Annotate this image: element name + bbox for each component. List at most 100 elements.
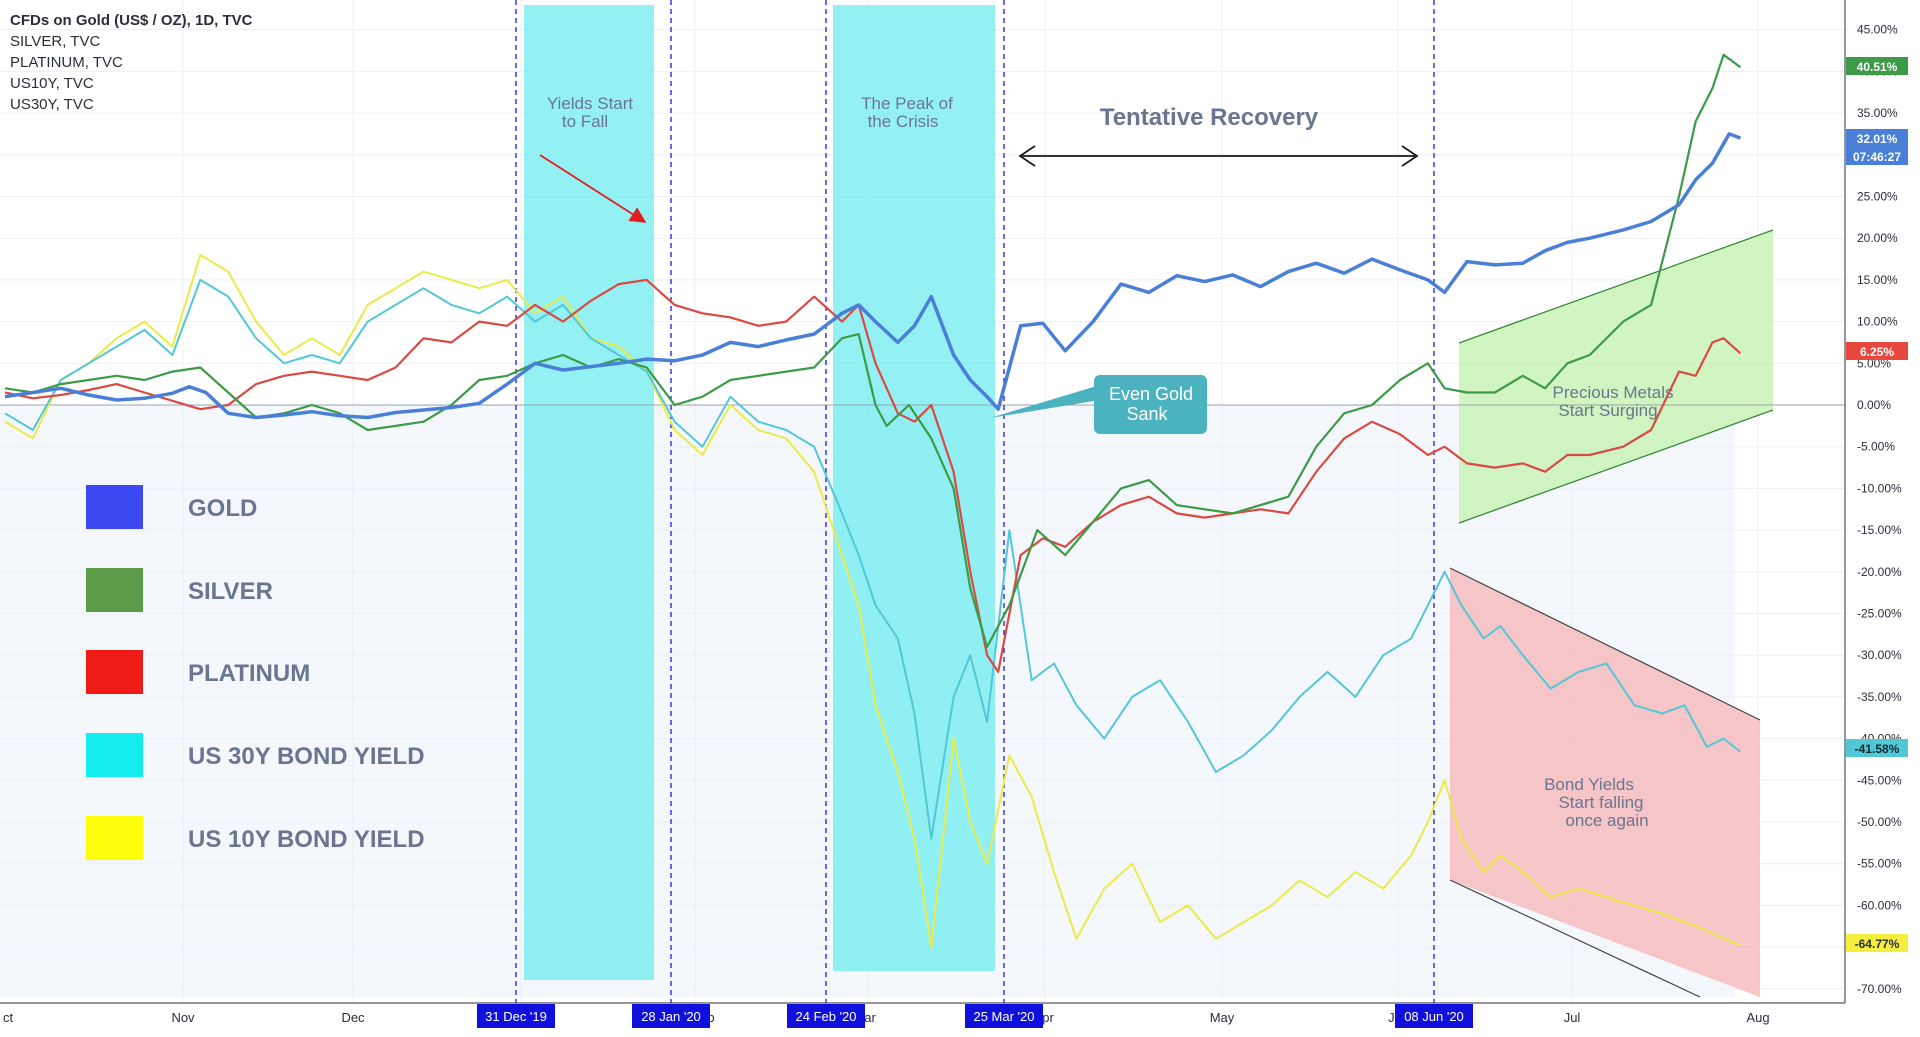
- green-channel-top: [1458, 229, 1774, 344]
- compare-symbol-3: US10Y, TVC: [10, 75, 94, 92]
- event-date-label: 08 Jun '20: [1404, 1009, 1464, 1024]
- last-value-badges: 40.51% 32.01% 07:46:27 6.25% -41.58% -64.77%: [1846, 57, 1908, 952]
- x-tick-label: Nov: [171, 1010, 195, 1025]
- y-tick-label: 10.00%: [1857, 315, 1898, 329]
- last-value-label: 40.51%: [1857, 60, 1898, 74]
- legend-label: US 10Y BOND YIELD: [188, 826, 425, 853]
- chart-title: CFDs on Gold (US$ / OZ), 1D, TVC: [10, 12, 253, 29]
- y-tick-label: 20.00%: [1857, 231, 1898, 245]
- event-date-badges: 31 Dec '19 28 Jan '20 24 Feb '20 25 Mar '20…: [477, 1004, 1473, 1028]
- event-date-label: 25 Mar '20: [973, 1009, 1034, 1024]
- legend-swatch: [86, 816, 143, 860]
- series-platinum: [4, 278, 1742, 673]
- callout-pointer: [990, 385, 1100, 418]
- legend-label: SILVER: [188, 578, 273, 605]
- annotation-bond-line2: Start falling: [1558, 793, 1643, 812]
- green-channel-zone: [1459, 230, 1773, 523]
- y-tick-label: 0.00%: [1857, 398, 1891, 412]
- callout-even-gold-sank: [1094, 375, 1207, 434]
- compare-symbol-4: US30Y, TVC: [10, 96, 94, 113]
- compare-symbol-2: PLATINUM, TVC: [10, 54, 123, 71]
- y-tick-label: 45.00%: [1857, 23, 1898, 37]
- x-tick-label: Dec: [341, 1010, 365, 1025]
- annotation-tentative-recovery: Tentative Recovery: [1100, 104, 1319, 131]
- series-us-30y-bond-yield: [4, 278, 1742, 840]
- y-tick-label: -10.00%: [1857, 481, 1902, 495]
- callout-line1: Even Gold: [1109, 384, 1193, 404]
- price-axis: [1845, 0, 1920, 1032]
- event-date-badge: [1395, 1004, 1473, 1028]
- x-tick-label: May: [1210, 1010, 1235, 1025]
- red-channel-top: [1449, 567, 1761, 721]
- recovery-arrow-right-head: [1401, 145, 1419, 167]
- series-layer: [4, 53, 1742, 949]
- last-value-badge: [1846, 342, 1908, 360]
- annotation-bond-line3: once again: [1565, 811, 1648, 830]
- annotation-yields-line2: to Fall: [562, 112, 608, 131]
- last-value-label: 32.01%: [1857, 132, 1898, 146]
- event-date-badge: [965, 1004, 1043, 1028]
- red-channel-bottom: [1449, 879, 1701, 998]
- series-gold: [4, 132, 1742, 420]
- x-tick-label: Jul: [1564, 1010, 1581, 1025]
- annotation-bond-line1: Bond Yields: [1544, 775, 1634, 794]
- legend-swatch: [86, 733, 143, 777]
- y-tick-label: -35.00%: [1857, 690, 1902, 704]
- highlight-band-yields-fall: [524, 5, 654, 980]
- y-tick-label: -55.00%: [1857, 857, 1902, 871]
- y-tick-label: -5.00%: [1857, 440, 1895, 454]
- recovery-arrow-left-head: [1018, 145, 1036, 167]
- y-tick-label: -15.00%: [1857, 523, 1902, 537]
- legend-swatch: [86, 650, 143, 694]
- x-tick-label: ct: [3, 1010, 14, 1025]
- last-value-badge: [1846, 739, 1908, 757]
- x-tick-label: pr: [1042, 1010, 1054, 1025]
- annotation-precious-line1: Precious Metals: [1553, 383, 1674, 402]
- x-tick-label: ar: [864, 1010, 876, 1025]
- series-us-10y-bond-yield: [4, 253, 1741, 949]
- legend-swatch: [86, 568, 143, 612]
- red-channel-zone: [1450, 568, 1760, 997]
- event-date-label: 28 Jan '20: [641, 1009, 701, 1024]
- y-tick-label: -45.00%: [1857, 773, 1902, 787]
- last-value-label: 6.25%: [1860, 345, 1894, 359]
- event-date-badge: [477, 1004, 555, 1028]
- event-date-badge: [632, 1004, 710, 1028]
- legend-label: US 30Y BOND YIELD: [188, 743, 425, 770]
- y-tick-label: 35.00%: [1857, 106, 1898, 120]
- series-silver: [4, 53, 1742, 648]
- legend-swatch: [86, 485, 143, 529]
- annotation-peak-line1: The Peak of: [861, 94, 953, 113]
- annotation-peak-line2: the Crisis: [868, 112, 939, 131]
- last-value-badge: [1846, 934, 1908, 952]
- last-value-label: -64.77%: [1855, 937, 1900, 951]
- callout-line2: Sank: [1126, 404, 1168, 424]
- legend-label: GOLD: [188, 495, 257, 522]
- annotation-yields-line1: Yields Start: [547, 94, 634, 113]
- y-tick-label: -50.00%: [1857, 815, 1902, 829]
- event-date-badge: [787, 1004, 865, 1028]
- time-axis: [0, 1003, 1920, 1032]
- x-tick-label: b: [707, 1010, 714, 1025]
- y-tick-label: 25.00%: [1857, 190, 1898, 204]
- y-tick-label: -30.00%: [1857, 648, 1902, 662]
- y-tick-label: 15.00%: [1857, 273, 1898, 287]
- highlight-band-crisis-peak: [833, 5, 995, 971]
- x-tick-label: Aug: [1746, 1010, 1769, 1025]
- event-date-label: 31 Dec '19: [485, 1009, 547, 1024]
- last-value-label: 07:46:27: [1853, 150, 1901, 164]
- last-value-badge: [1846, 129, 1908, 147]
- compare-symbol-1: SILVER, TVC: [10, 33, 100, 50]
- green-channel-bottom: [1458, 409, 1774, 524]
- last-value-badge: [1846, 57, 1908, 75]
- legend: GOLD SILVER PLATINUM US 30Y BOND YIELD US 10…: [86, 485, 425, 860]
- y-tick-label: -70.00%: [1857, 982, 1902, 996]
- last-value-badge: [1846, 147, 1908, 165]
- yields-arrow: [539, 154, 647, 223]
- event-date-label: 24 Feb '20: [795, 1009, 856, 1024]
- y-tick-label: -60.00%: [1857, 898, 1902, 912]
- annotation-precious-line2: Start Surging: [1558, 401, 1657, 420]
- y-tick-label: -20.00%: [1857, 565, 1902, 579]
